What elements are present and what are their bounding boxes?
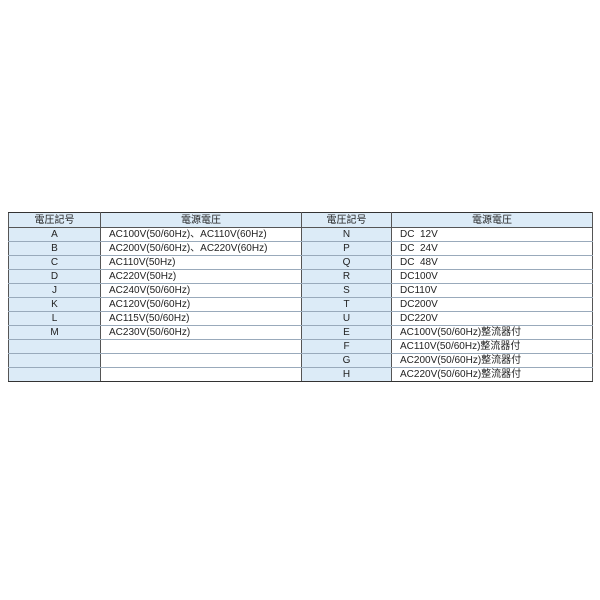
supply-voltage-cell: AC110V(50/60Hz)整流器付	[391, 339, 593, 354]
voltage-code-cell: D	[8, 269, 101, 284]
voltage-code-cell: R	[301, 269, 392, 284]
voltage-code-cell: S	[301, 283, 392, 298]
supply-voltage-cell: AC110V(50Hz)	[100, 255, 302, 270]
voltage-code-cell: Q	[301, 255, 392, 270]
supply-voltage-cell: DC 48V	[391, 255, 593, 270]
table-row: D AC220V(50Hz) R DC100V	[8, 269, 593, 284]
voltage-code-cell	[8, 339, 101, 354]
voltage-code-cell	[8, 367, 101, 382]
voltage-code-cell: B	[8, 241, 101, 256]
supply-voltage-cell: AC120V(50/60Hz)	[100, 297, 302, 312]
supply-voltage-cell: AC115V(50/60Hz)	[100, 311, 302, 326]
header-voltage: 電源電圧	[391, 212, 593, 228]
voltage-code-cell: H	[301, 367, 392, 382]
header-code: 電圧記号	[301, 212, 392, 228]
voltage-code-cell: M	[8, 325, 101, 340]
supply-voltage-cell: AC230V(50/60Hz)	[100, 325, 302, 340]
supply-voltage-cell	[100, 339, 302, 354]
voltage-code-cell: N	[301, 227, 392, 242]
table-row: A AC100V(50/60Hz)、AC110V(60Hz) N DC 12V	[8, 227, 593, 242]
voltage-code-cell: T	[301, 297, 392, 312]
voltage-code-cell: L	[8, 311, 101, 326]
supply-voltage-cell: DC 24V	[391, 241, 593, 256]
table-row: M AC230V(50/60Hz) E AC100V(50/60Hz)整流器付	[8, 325, 593, 340]
voltage-code-cell: J	[8, 283, 101, 298]
table-row: J AC240V(50/60Hz) S DC110V	[8, 283, 593, 298]
table-row: K AC120V(50/60Hz) T DC200V	[8, 297, 593, 312]
table-row: H AC220V(50/60Hz)整流器付	[8, 367, 593, 382]
voltage-code-cell	[8, 353, 101, 368]
supply-voltage-cell: AC200V(50/60Hz)、AC220V(60Hz)	[100, 241, 302, 256]
voltage-code-cell: F	[301, 339, 392, 354]
supply-voltage-cell	[100, 367, 302, 382]
voltage-code-cell: C	[8, 255, 101, 270]
supply-voltage-cell: AC240V(50/60Hz)	[100, 283, 302, 298]
table-row: G AC200V(50/60Hz)整流器付	[8, 353, 593, 368]
voltage-code-cell: U	[301, 311, 392, 326]
supply-voltage-cell: DC200V	[391, 297, 593, 312]
table-row: L AC115V(50/60Hz) U DC220V	[8, 311, 593, 326]
supply-voltage-cell: AC100V(50/60Hz)、AC110V(60Hz)	[100, 227, 302, 242]
header-row: 電圧記号 電源電圧 電圧記号 電源電圧	[8, 212, 593, 228]
supply-voltage-cell: DC110V	[391, 283, 593, 298]
supply-voltage-cell: AC200V(50/60Hz)整流器付	[391, 353, 593, 368]
supply-voltage-cell: DC100V	[391, 269, 593, 284]
voltage-code-cell: E	[301, 325, 392, 340]
header-voltage: 電源電圧	[100, 212, 302, 228]
voltage-code-cell: G	[301, 353, 392, 368]
table-row: F AC110V(50/60Hz)整流器付	[8, 339, 593, 354]
supply-voltage-cell: DC220V	[391, 311, 593, 326]
supply-voltage-cell: AC220V(50Hz)	[100, 269, 302, 284]
supply-voltage-cell: DC 12V	[391, 227, 593, 242]
table-row: C AC110V(50Hz) Q DC 48V	[8, 255, 593, 270]
table-row: B AC200V(50/60Hz)、AC220V(60Hz) P DC 24V	[8, 241, 593, 256]
voltage-code-cell: P	[301, 241, 392, 256]
voltage-code-table: 電圧記号 電源電圧 電圧記号 電源電圧 A AC100V(50/60Hz)、AC1…	[8, 212, 593, 382]
supply-voltage-cell	[100, 353, 302, 368]
supply-voltage-cell: AC100V(50/60Hz)整流器付	[391, 325, 593, 340]
voltage-code-cell: A	[8, 227, 101, 242]
voltage-code-cell: K	[8, 297, 101, 312]
header-code: 電圧記号	[8, 212, 101, 228]
supply-voltage-cell: AC220V(50/60Hz)整流器付	[391, 367, 593, 382]
